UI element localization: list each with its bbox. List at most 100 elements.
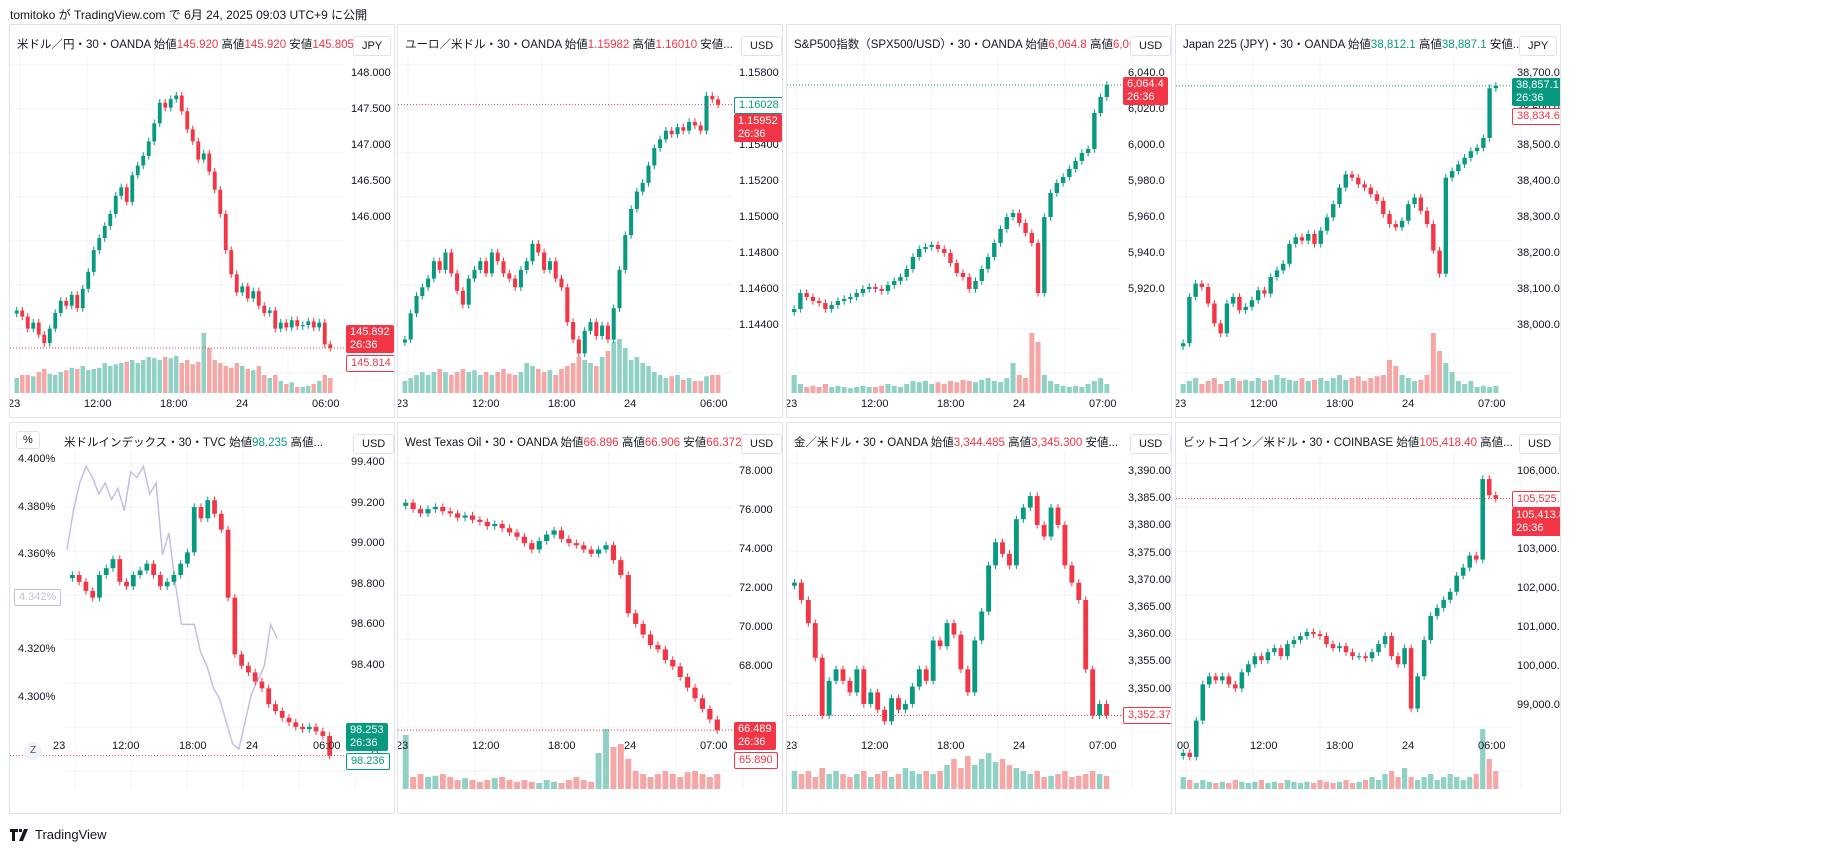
candle-body [646,165,651,183]
chart-panel[interactable]: S&P500指数（SPX500/USD）・30・OANDA 始値6,064.8 … [786,24,1172,418]
candle-body [130,175,135,202]
title-segment: S&P500指数（SPX500/USD）・30・OANDA 始値 [794,39,1049,51]
volume-bar [1474,387,1480,393]
chart-panel[interactable]: 米ドルインデックス・30・TVC 始値98.235 高値... USD 99.400… [9,422,395,814]
y-axis-tick: 147.500 [351,103,391,115]
candle-body [1055,507,1061,525]
currency-button[interactable]: USD [1130,434,1171,454]
candle-body [295,320,300,327]
volume-bar [595,753,602,789]
volume-bar [1323,781,1330,789]
volume-bar [447,777,454,789]
candle-body [633,613,639,624]
candle-body [951,623,957,635]
candle-body [841,299,847,301]
candle-body [798,582,804,601]
candlestick-chart[interactable] [10,25,395,417]
volume-bar [58,372,63,393]
percent-button[interactable]: % [16,431,40,449]
volume-bar [1330,783,1336,789]
x-axis-tick: 12:00 [84,398,112,410]
volume-bar [245,369,250,393]
chart-panel[interactable]: ユーロ／米ドル・30・OANDA 始値1.15982 高値1.16010 安値.… [397,24,783,418]
candle-body [896,698,901,710]
tradingview-footer[interactable]: TradingView [10,827,107,842]
currency-button[interactable]: JPY [1519,36,1558,56]
volume-bar [1096,774,1103,789]
volume-bar [947,381,954,393]
x-axis-tick: 18:00 [548,740,576,752]
volume-bar [491,778,498,789]
y-axis-tick: 6,020.0 [1128,103,1165,115]
volume-bar [854,387,860,393]
chart-panel[interactable]: ビットコイン／米ドル・30・COINBASE 始値105,418.40 高値..… [1175,422,1561,814]
title-segment: 66.896 [583,437,619,449]
candle-body [1027,496,1033,508]
candle-body [501,261,506,274]
candle-body [146,141,151,156]
candle-body [1402,648,1407,665]
candle-body [675,127,680,135]
currency-button[interactable]: USD [353,434,394,454]
volume-bar [810,385,816,393]
candle-body [1418,197,1424,211]
candle-body [328,344,333,348]
volume-bar [847,388,853,393]
candle-body [58,300,63,313]
candle-body [144,563,150,571]
candle-body [658,139,663,149]
volume-bar [1041,375,1047,393]
candle-body [492,524,498,527]
currency-button[interactable]: USD [1519,434,1560,454]
volume-bar [1291,781,1297,789]
volume-bar [1243,379,1249,393]
auto-scale-toggle[interactable]: Z [24,742,42,760]
currency-button[interactable]: JPY [353,36,392,56]
chart-panel[interactable]: 米ドル／円・30・OANDA 始値145.920 高値145.920 安値145… [9,24,395,418]
candle-body [1246,664,1251,673]
candle-body [300,325,305,327]
volume-bar [910,381,916,393]
chart-title: ビットコイン／米ドル・30・COINBASE 始値105,418.40 高値..… [1181,433,1515,451]
volume-bar [954,382,960,393]
y-axis-tick: 5,980.0 [1128,175,1165,187]
candlestick-chart[interactable] [787,423,1172,814]
candlestick-chart[interactable] [1176,423,1561,814]
candlestick-chart[interactable] [787,25,1172,417]
y-axis-tick: 3,365.000 [1128,601,1171,613]
volume-bar [1048,381,1054,393]
x-axis-tick: 18:00 [937,740,965,752]
chart-panel[interactable]: Japan 225 (JPY)・30・OANDA 始値38,812.1 高値38… [1175,24,1561,418]
volume-bar [1395,777,1401,789]
currency-button[interactable]: USD [741,434,782,454]
volume-bar [1454,777,1460,789]
volume-bar [1401,768,1408,789]
candle-body [1268,277,1273,294]
candlestick-chart[interactable] [398,25,783,417]
candle-body [634,191,639,209]
title-segment: 高値... [1476,437,1513,449]
currency-button[interactable]: USD [1130,36,1171,56]
price-label: 66.489 26:36 [734,722,776,751]
candle-body [1226,676,1232,685]
volume-bar [916,774,923,789]
title-segment: 3,345.300 [1031,437,1083,449]
chart-panel[interactable]: 金／米ドル・30・OANDA 始値3,344.485 高値3,345.300 安… [786,422,1172,814]
candle-body [20,310,25,317]
candle-body [1486,479,1492,496]
y-axis-tick: 38,200.0 [1517,247,1560,259]
chart-panel[interactable]: West Texas Oil・30・OANDA 始値66.896 高値66.90… [397,422,783,814]
currency-button[interactable]: USD [741,36,782,56]
candlestick-chart[interactable] [398,423,783,814]
publish-info-text: tomitoko が TradingView.com で 6月 24, 2025… [10,8,368,22]
volume-bar [1305,381,1311,393]
volume-bar [512,375,518,393]
candlestick-chart[interactable] [1176,25,1561,417]
candle-body [1097,703,1103,716]
candle-body [410,502,416,510]
price-label: 98.253 26:36 [346,723,388,751]
volume-bar [1274,375,1280,393]
candle-body [1343,174,1348,188]
candlestick-chart[interactable] [10,423,395,814]
volume-bar [1455,381,1461,393]
